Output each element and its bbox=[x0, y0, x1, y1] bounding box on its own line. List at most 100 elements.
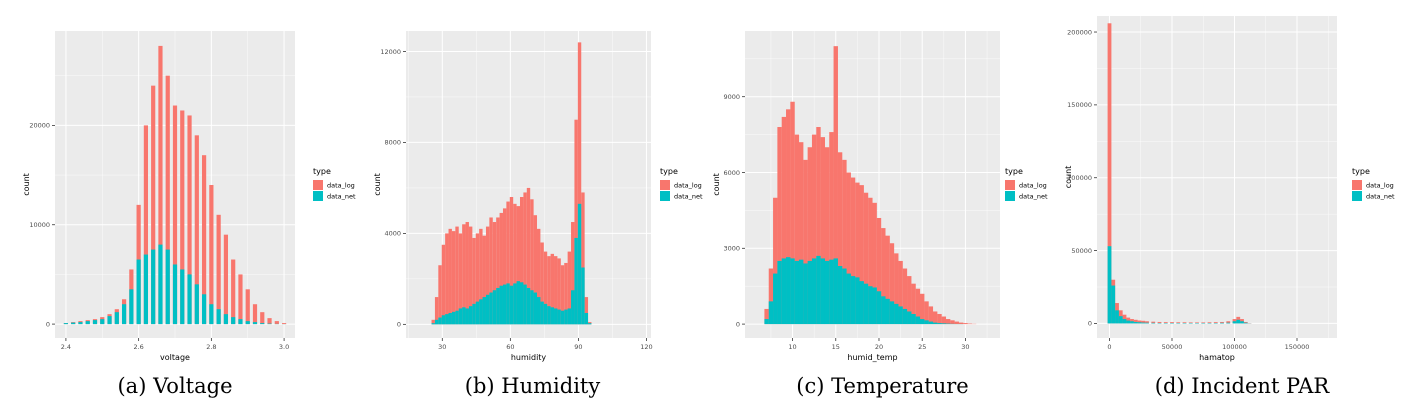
bar-data_log bbox=[894, 253, 899, 325]
y-tick-label: 0 bbox=[736, 320, 740, 328]
chart-humidity: 30 60 90 120 0 4000 8000 12000 humidity count type… bbox=[373, 31, 703, 362]
bar-data_net bbox=[143, 254, 149, 325]
bar-data_net bbox=[489, 292, 493, 325]
bar-data_net bbox=[540, 301, 544, 325]
bar-data_log bbox=[1151, 321, 1156, 324]
bar-data_log bbox=[554, 256, 558, 325]
legend-title: type bbox=[660, 167, 678, 176]
bar-data_log bbox=[1207, 322, 1212, 324]
bar-data_net bbox=[496, 287, 500, 325]
bar-data_net bbox=[937, 323, 942, 325]
bar-data_log bbox=[451, 231, 456, 325]
x-tick-label: 60 bbox=[506, 343, 514, 351]
bar-data_log bbox=[1213, 322, 1218, 324]
bar-data_net bbox=[920, 319, 925, 325]
legend-label-data_log: data_log bbox=[327, 182, 355, 190]
bar-data_log bbox=[475, 233, 480, 325]
bar-data_log bbox=[811, 134, 817, 325]
caption-temperature: (c) Temperature bbox=[796, 374, 969, 398]
bar-data_net bbox=[441, 315, 446, 325]
bar-data_log bbox=[564, 262, 568, 325]
bar-data_log bbox=[223, 234, 229, 325]
bar-data_log bbox=[550, 253, 555, 325]
bar-data_log bbox=[238, 274, 243, 325]
bar-data_log bbox=[245, 289, 250, 325]
bar-data_net bbox=[881, 296, 886, 325]
y-tick-label: 10000 bbox=[29, 221, 50, 229]
y-tick-label: 150000 bbox=[1067, 101, 1092, 109]
bar-data_log bbox=[537, 228, 541, 325]
bar-data_net bbox=[837, 265, 843, 325]
y-tick-label: 20000 bbox=[29, 122, 50, 130]
bar-data_net bbox=[1226, 322, 1231, 324]
bar-data_log bbox=[530, 199, 534, 325]
bar-data_log bbox=[468, 226, 473, 325]
bar-data_log bbox=[489, 217, 493, 325]
bar-data_net bbox=[107, 316, 112, 325]
bar-data_net bbox=[479, 299, 483, 325]
bar-data_log bbox=[267, 318, 272, 325]
bar-data_log bbox=[151, 85, 156, 325]
bar-data_log bbox=[937, 313, 942, 325]
bar-data_net bbox=[158, 244, 163, 325]
caption-incident-par: (d) Incident PAR bbox=[1154, 374, 1330, 398]
bar-data_net bbox=[1111, 285, 1116, 324]
bar-data_log bbox=[954, 321, 959, 325]
bar-data_net bbox=[465, 308, 469, 325]
bar-data_log bbox=[499, 212, 503, 325]
bar-data_net bbox=[1141, 322, 1146, 324]
bar-data_net bbox=[1133, 321, 1138, 324]
bar-data_net bbox=[238, 319, 243, 325]
chart-incident-par: 0 50000 100000 150000 0 50000 100000 150000 2000… bbox=[1064, 16, 1395, 362]
bar-data_net bbox=[492, 290, 497, 325]
bar-data_net bbox=[245, 321, 250, 325]
x-tick-label: 30 bbox=[961, 343, 969, 351]
bar-data_net bbox=[502, 284, 507, 325]
y-tick-label: 12000 bbox=[380, 48, 401, 56]
x-tick-label: 100000 bbox=[1222, 343, 1247, 351]
bar-data_log bbox=[1170, 322, 1174, 324]
bar-data_log bbox=[786, 109, 791, 325]
x-tick-label: 90 bbox=[574, 343, 582, 351]
chart-panel-temperature: 10 15 20 25 30 0 3000 6000 9000 humid_temp count ty… bbox=[705, 0, 1060, 412]
bar-data_net bbox=[571, 290, 575, 325]
bar-data_log bbox=[485, 226, 490, 325]
x-tick-label: 120 bbox=[640, 343, 652, 351]
bar-data_log bbox=[803, 159, 808, 325]
bar-data_net bbox=[833, 258, 838, 325]
bar-data_log bbox=[963, 323, 968, 325]
x-tick-label: 50000 bbox=[1162, 343, 1183, 351]
bar-data_net bbox=[216, 309, 221, 325]
bar-data_log bbox=[1226, 321, 1231, 324]
bar-data_net bbox=[846, 273, 851, 325]
bar-data_log bbox=[1133, 319, 1138, 324]
bar-data_net bbox=[924, 320, 929, 325]
bar-data_net bbox=[499, 285, 503, 325]
bar-data_log bbox=[1201, 322, 1206, 324]
bar-data_log bbox=[889, 243, 895, 325]
bar-data_net bbox=[859, 281, 864, 325]
bar-data_net bbox=[581, 267, 585, 325]
legend-key-data_net bbox=[1005, 191, 1015, 201]
y-axis-title: count bbox=[712, 173, 721, 196]
bar-data_log bbox=[574, 119, 578, 325]
bar-data_log bbox=[907, 276, 912, 325]
bar-data_net bbox=[63, 323, 69, 325]
bar-data_log bbox=[868, 197, 873, 325]
x-axis-title: humid_temp bbox=[847, 353, 897, 362]
legend-label-data_log: data_log bbox=[1366, 182, 1394, 190]
legend-title: type bbox=[313, 167, 331, 176]
bar-data_net bbox=[868, 286, 873, 325]
bar-data_net bbox=[574, 237, 578, 325]
y-tick-label: 9000 bbox=[723, 93, 740, 101]
chart-panel-voltage: 2.4 2.6 2.8 3.0 0 10000 20000 voltage count type d… bbox=[0, 0, 356, 412]
bar-data_net bbox=[781, 258, 787, 325]
bar-data_log bbox=[434, 297, 439, 325]
bar-data_net bbox=[485, 294, 490, 325]
y-tick-label: 3000 bbox=[723, 245, 740, 253]
bar-data_net bbox=[941, 323, 947, 325]
y-tick-label: 4000 bbox=[384, 230, 401, 238]
bar-data_log bbox=[516, 206, 520, 325]
bar-data_net bbox=[434, 319, 439, 325]
legend-key-data_log bbox=[660, 180, 670, 190]
